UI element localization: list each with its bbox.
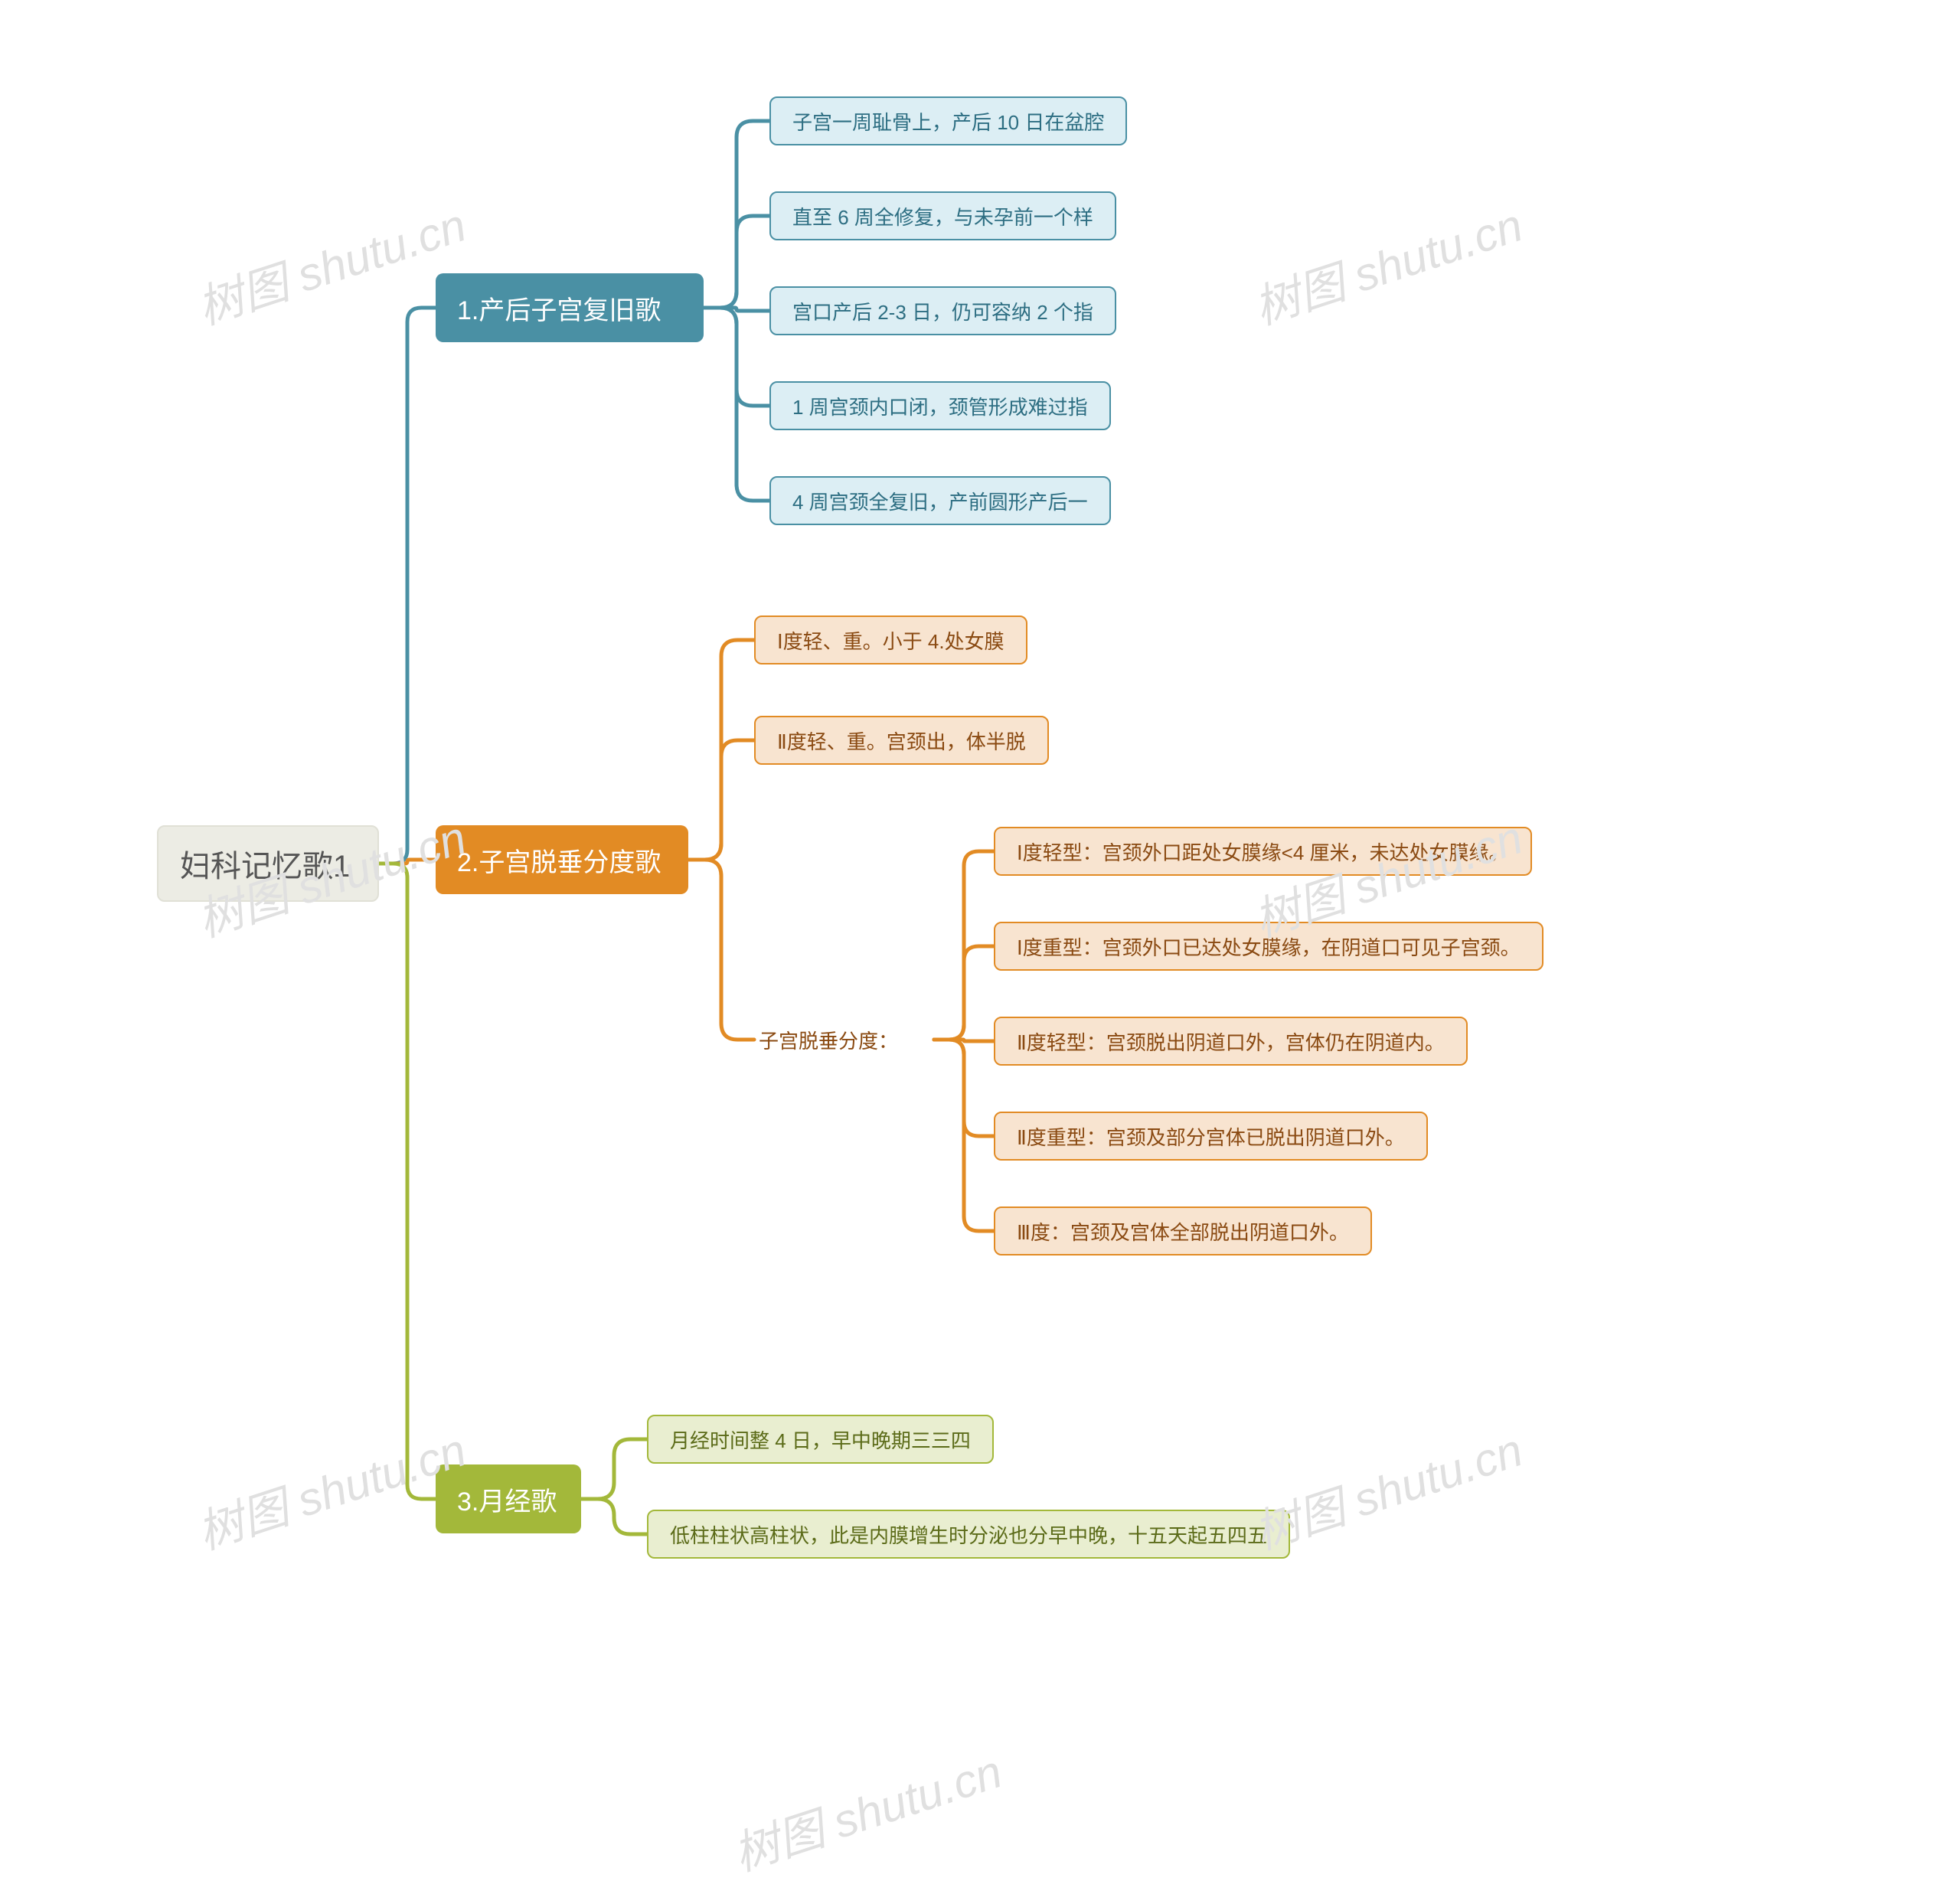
subleaf-b2-1-label: Ⅰ度重型：宫颈外口已达处女膜缘，在阴道口可见子宫颈。 <box>1017 932 1521 961</box>
subleaf-b2-1[interactable]: Ⅰ度重型：宫颈外口已达处女膜缘，在阴道口可见子宫颈。 <box>994 922 1544 971</box>
branch-b3[interactable]: 3.月经歌 <box>436 1464 581 1533</box>
subleaf-b2-3[interactable]: Ⅱ度重型：宫颈及部分宫体已脱出阴道口外。 <box>994 1112 1428 1161</box>
leaf-b3-1-label: 低柱柱状高柱状，此是内膜增生时分泌也分早中晚，十五天起五四五 <box>670 1520 1267 1549</box>
branch-b1-label: 1.产后子宫复旧歌 <box>457 289 661 327</box>
root-label: 妇科记忆歌1 <box>180 841 350 886</box>
watermark-1: 树图 shutu.cn <box>1244 188 1530 338</box>
leaf-b1-0[interactable]: 子宫一周耻骨上，产后 10 日在盆腔 <box>769 96 1127 145</box>
subleaf-b2-2[interactable]: Ⅱ度轻型：宫颈脱出阴道口外，宫体仍在阴道内。 <box>994 1017 1468 1066</box>
mindmap-canvas: 妇科记忆歌1 1.产后子宫复旧歌 子宫一周耻骨上，产后 10 日在盆腔直至 6 周… <box>0 0 1960 1873</box>
sub-b2[interactable]: 子宫脱垂分度： <box>754 1017 903 1063</box>
subleaf-b2-2-label: Ⅱ度轻型：宫颈脱出阴道口外，宫体仍在阴道内。 <box>1017 1027 1445 1056</box>
leaf-b1-1[interactable]: 直至 6 周全修复，与未孕前一个样 <box>769 191 1116 240</box>
leaf-b1-1-label: 直至 6 周全修复，与未孕前一个样 <box>792 202 1093 230</box>
branch-b2-label: 2.子宫脱垂分度歌 <box>457 841 661 879</box>
leaf-b3-1[interactable]: 低柱柱状高柱状，此是内膜增生时分泌也分早中晚，十五天起五四五 <box>647 1510 1290 1559</box>
subleaf-b2-4-label: Ⅲ度：宫颈及宫体全部脱出阴道口外。 <box>1017 1217 1349 1246</box>
root-node[interactable]: 妇科记忆歌1 <box>157 825 379 902</box>
connectors <box>0 0 1960 1873</box>
leaf-b3-0[interactable]: 月经时间整 4 日，早中晚期三三四 <box>647 1415 994 1464</box>
branch-b1[interactable]: 1.产后子宫复旧歌 <box>436 273 704 342</box>
subleaf-b2-3-label: Ⅱ度重型：宫颈及部分宫体已脱出阴道口外。 <box>1017 1122 1405 1151</box>
branch-b2[interactable]: 2.子宫脱垂分度歌 <box>436 825 688 894</box>
subleaf-b2-4[interactable]: Ⅲ度：宫颈及宫体全部脱出阴道口外。 <box>994 1206 1372 1255</box>
leaf-b1-0-label: 子宫一周耻骨上，产后 10 日在盆腔 <box>792 107 1104 136</box>
branch-b3-label: 3.月经歌 <box>457 1481 557 1518</box>
subleaf-b2-0[interactable]: Ⅰ度轻型：宫颈外口距处女膜缘<4 厘米，未达处女膜缘。 <box>994 827 1532 876</box>
leaf-b2-1-label: Ⅱ度轻、重。宫颈出，体半脱 <box>777 726 1026 755</box>
leaf-b1-4-label: 4 周宫颈全复旧，产前圆形产后一 <box>792 487 1088 515</box>
leaf-b1-4[interactable]: 4 周宫颈全复旧，产前圆形产后一 <box>769 476 1111 525</box>
leaf-b2-0-label: Ⅰ度轻、重。小于 4.处女膜 <box>777 626 1004 655</box>
leaf-b2-1[interactable]: Ⅱ度轻、重。宫颈出，体半脱 <box>754 716 1049 765</box>
watermark-0: 树图 shutu.cn <box>188 188 473 338</box>
leaf-b1-2-label: 宫口产后 2-3 日，仍可容纳 2 个指 <box>792 297 1093 325</box>
sub-b2-label: 子宫脱垂分度： <box>759 1026 898 1054</box>
leaf-b2-0[interactable]: Ⅰ度轻、重。小于 4.处女膜 <box>754 615 1027 664</box>
leaf-b1-3-label: 1 周宫颈内口闭，颈管形成难过指 <box>792 392 1088 420</box>
leaf-b1-3[interactable]: 1 周宫颈内口闭，颈管形成难过指 <box>769 381 1111 430</box>
watermark-6: 树图 shutu.cn <box>724 1735 1009 1884</box>
subleaf-b2-0-label: Ⅰ度轻型：宫颈外口距处女膜缘<4 厘米，未达处女膜缘。 <box>1017 838 1509 866</box>
leaf-b3-0-label: 月经时间整 4 日，早中晚期三三四 <box>670 1425 971 1454</box>
watermark-4: 树图 shutu.cn <box>188 1413 473 1562</box>
leaf-b1-2[interactable]: 宫口产后 2-3 日，仍可容纳 2 个指 <box>769 286 1116 335</box>
